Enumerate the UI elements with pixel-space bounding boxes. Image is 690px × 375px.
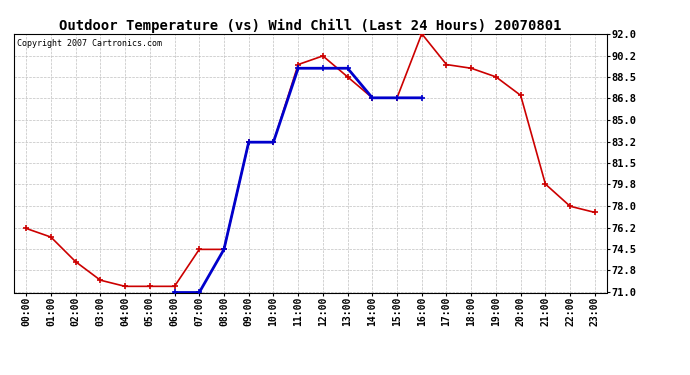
Title: Outdoor Temperature (vs) Wind Chill (Last 24 Hours) 20070801: Outdoor Temperature (vs) Wind Chill (Las…	[59, 18, 562, 33]
Text: Copyright 2007 Cartronics.com: Copyright 2007 Cartronics.com	[17, 39, 161, 48]
